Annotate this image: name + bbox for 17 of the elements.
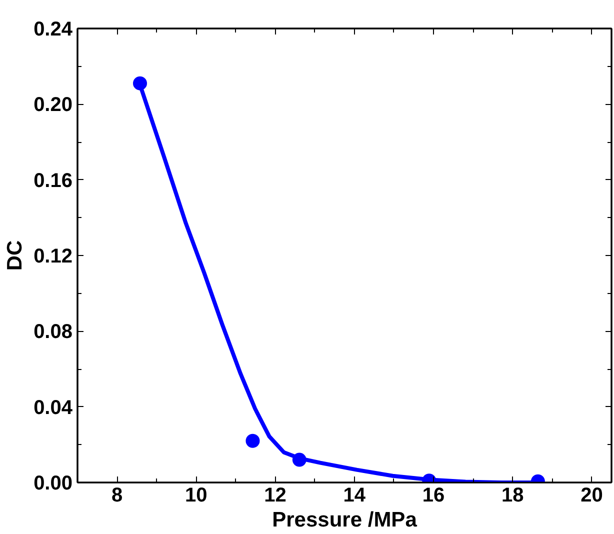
x-tick-label: 12 (264, 484, 286, 506)
point (133, 76, 147, 90)
x-axis-title: Pressure /MPa (272, 508, 418, 532)
y-tick-label: 0.04 (34, 396, 74, 419)
y-axis-title: DC (4, 240, 27, 271)
y-tick-label: 0.16 (34, 170, 73, 192)
y-tick-label: 0.00 (34, 472, 73, 494)
x-tick-label: 20 (580, 484, 603, 506)
x-tick-label: 16 (422, 484, 445, 506)
x-tick-label: 8 (111, 484, 123, 506)
x-tick-label: 18 (501, 484, 524, 506)
y-tick-label: 0.24 (34, 18, 74, 40)
x-tick-label: 14 (343, 484, 366, 506)
y-tick-label: 0.20 (34, 94, 73, 116)
x-tick-label: 10 (185, 484, 208, 506)
y-tick-label: 0.12 (34, 246, 73, 268)
y-tick-label: 0.08 (34, 321, 73, 344)
